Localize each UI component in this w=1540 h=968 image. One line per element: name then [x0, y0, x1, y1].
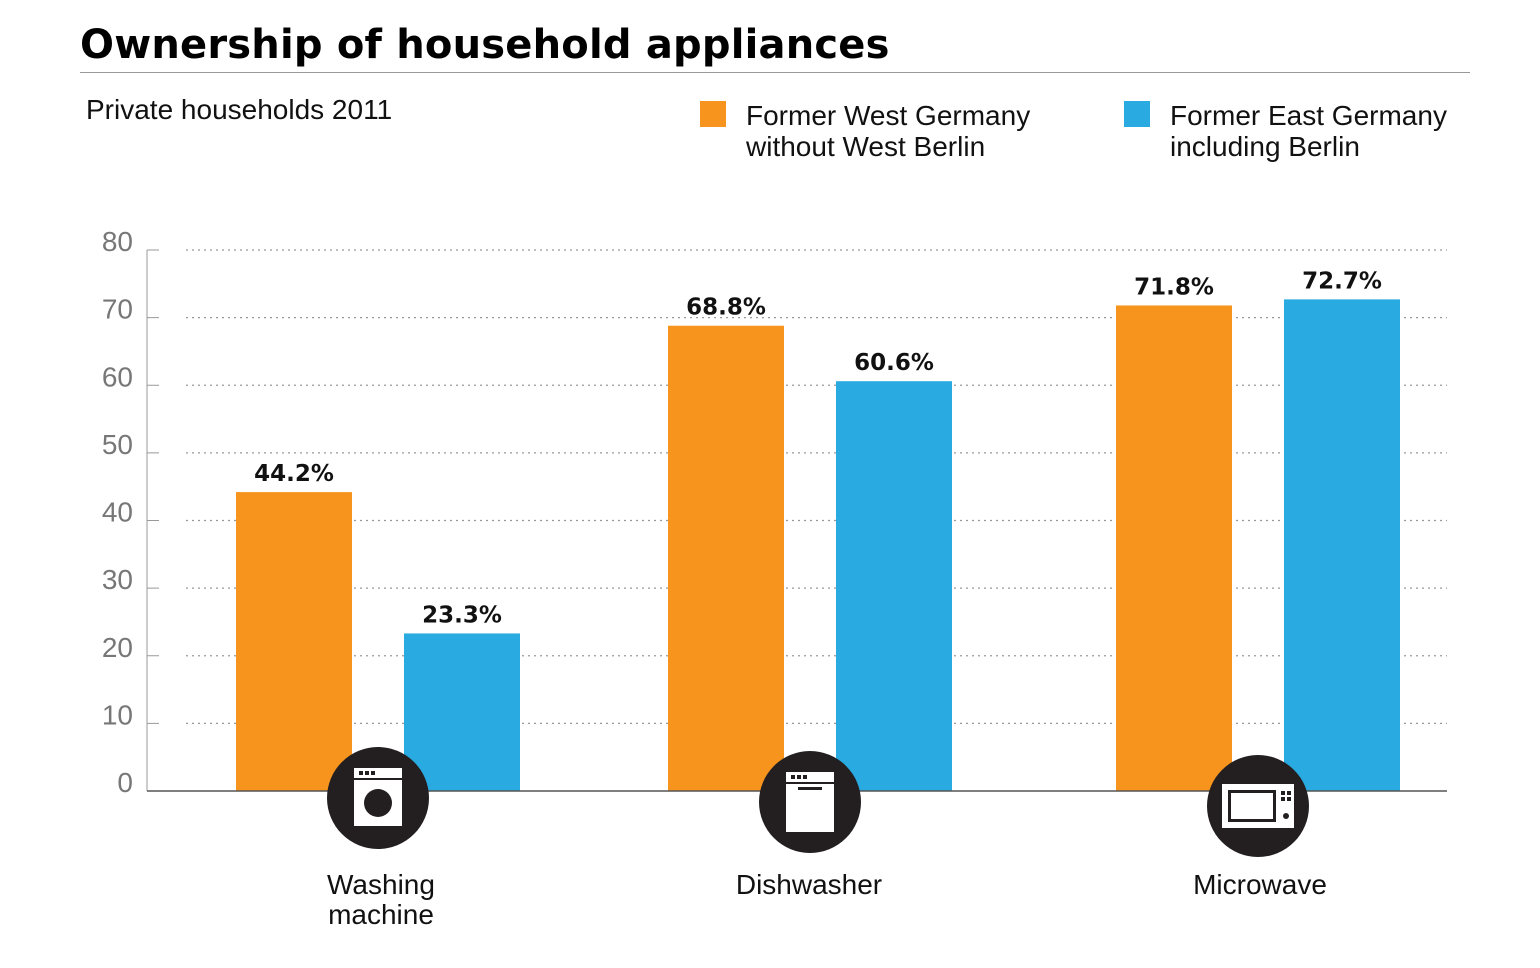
bar-dishwasher-west: [668, 325, 784, 791]
value-label-dishwasher-east: 60.6%: [854, 350, 934, 376]
legend-label-east: Former East Germany including Berlin: [1170, 100, 1447, 162]
chart-title: Ownership of household appliances: [80, 22, 890, 68]
y-tick-label-0: 0: [117, 767, 133, 798]
value-label-microwave-east: 72.7%: [1302, 268, 1382, 294]
y-tick-label-50: 50: [102, 429, 133, 460]
value-label-washing-machine-east: 23.3%: [422, 602, 502, 628]
legend-item-east: Former East Germany including Berlin: [1124, 100, 1447, 162]
y-tick-label-60: 60: [102, 361, 133, 392]
y-tick-label-70: 70: [102, 294, 133, 325]
bar-dishwasher-east: [836, 381, 952, 791]
value-label-microwave-west: 71.8%: [1134, 274, 1214, 300]
title-divider: [80, 72, 1470, 73]
category-label-microwave: Microwave: [1193, 869, 1327, 900]
legend-label-west: Former West Germany without West Berlin: [746, 100, 1031, 162]
y-tick-label-30: 30: [102, 564, 133, 595]
bar-microwave-west: [1116, 305, 1232, 791]
legend-swatch-east: [1124, 101, 1150, 127]
value-label-washing-machine-west: 44.2%: [254, 461, 334, 487]
y-tick-label-40: 40: [102, 497, 133, 528]
legend-swatch-west: [700, 101, 726, 127]
y-tick-label-10: 10: [102, 699, 133, 730]
legend-item-west: Former West Germany without West Berlin: [700, 100, 1030, 162]
category-label-dishwasher: Dishwasher: [735, 869, 883, 900]
category-label-washing-machine: Washing machine: [327, 869, 435, 930]
microwave-icon: [1207, 755, 1309, 857]
washing-machine-icon: [327, 747, 429, 849]
value-label-dishwasher-west: 68.8%: [686, 295, 766, 321]
dishwasher-icon: [759, 751, 861, 853]
y-tick-label-20: 20: [102, 632, 133, 663]
bar-washing-machine-west: [236, 492, 352, 791]
chart-subtitle: Private households 2011: [86, 94, 393, 125]
y-tick-label-80: 80: [102, 226, 133, 257]
bar-washing-machine-east: [404, 633, 520, 791]
bar-microwave-east: [1284, 299, 1400, 791]
